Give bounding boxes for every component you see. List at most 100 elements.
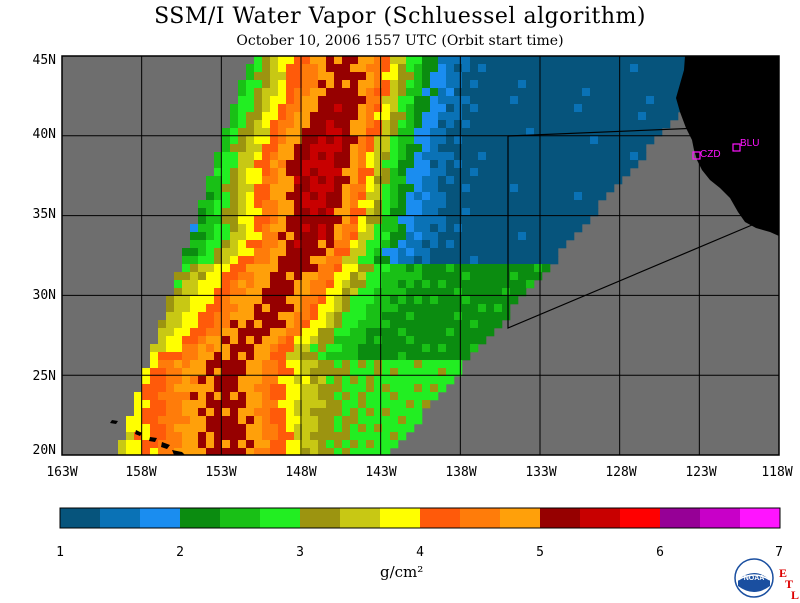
- swath-cell: [270, 224, 279, 233]
- swath-cell: [286, 424, 295, 433]
- swath-cell: [622, 56, 631, 65]
- swath-cell: [238, 200, 247, 209]
- swath-cell: [550, 104, 559, 113]
- swath-cell: [278, 80, 287, 89]
- swath-cell: [238, 120, 247, 129]
- swath-cell: [262, 192, 271, 201]
- swath-cell: [230, 104, 239, 113]
- swath-cell: [230, 128, 239, 137]
- swath-cell: [318, 256, 327, 265]
- swath-cell: [326, 280, 335, 289]
- swath-cell: [270, 424, 279, 433]
- swath-cell: [206, 208, 215, 217]
- swath-cell: [262, 368, 271, 377]
- swath-cell: [438, 64, 447, 73]
- swath-cell: [166, 376, 175, 385]
- swath-cell: [398, 352, 407, 361]
- swath-cell: [262, 128, 271, 137]
- swath-cell: [382, 328, 391, 337]
- swath-cell: [486, 112, 495, 121]
- swath-cell: [438, 360, 447, 369]
- swath-cell: [470, 240, 479, 249]
- swath-cell: [302, 384, 311, 393]
- swath-cell: [438, 272, 447, 281]
- swath-cell: [206, 264, 215, 273]
- swath-cell: [558, 208, 567, 217]
- swath-cell: [350, 416, 359, 425]
- swath-cell: [390, 288, 399, 297]
- swath-cell: [662, 56, 671, 65]
- swath-cell: [390, 280, 399, 289]
- swath-cell: [214, 432, 223, 441]
- swath-cell: [286, 104, 295, 113]
- swath-cell: [550, 176, 559, 185]
- swath-cell: [422, 272, 431, 281]
- swath-cell: [478, 288, 487, 297]
- swath-cell: [326, 208, 335, 217]
- swath-cell: [422, 200, 431, 209]
- swath-cell: [350, 224, 359, 233]
- swath-cell: [398, 264, 407, 273]
- swath-cell: [526, 96, 535, 105]
- swath-cell: [438, 264, 447, 273]
- swath-cell: [374, 408, 383, 417]
- land-layer: [110, 56, 779, 455]
- swath-cell: [406, 72, 415, 81]
- swath-cell: [358, 96, 367, 105]
- swath-cell: [310, 392, 319, 401]
- swath-cell: [438, 168, 447, 177]
- swath-cell: [422, 208, 431, 217]
- swath-cell: [542, 224, 551, 233]
- swath-cell: [422, 240, 431, 249]
- swath-cell: [366, 320, 375, 329]
- swath-cell: [374, 424, 383, 433]
- swath-cell: [302, 280, 311, 289]
- swath-cell: [166, 400, 175, 409]
- swath-cell: [342, 424, 351, 433]
- swath-cell: [582, 176, 591, 185]
- swath-cell: [406, 336, 415, 345]
- swath-cell: [366, 176, 375, 185]
- swath-cell: [670, 80, 679, 89]
- swath-cell: [254, 424, 263, 433]
- swath-cell: [486, 296, 495, 305]
- swath-cell: [494, 56, 503, 65]
- swath-cell: [230, 184, 239, 193]
- swath-cell: [286, 176, 295, 185]
- swath-cell: [174, 400, 183, 409]
- swath-cell: [358, 296, 367, 305]
- swath-cell: [246, 200, 255, 209]
- swath-cell: [334, 424, 343, 433]
- swath-cell: [486, 136, 495, 145]
- swath-cell: [590, 96, 599, 105]
- swath-cell: [454, 184, 463, 193]
- swath-cell: [382, 144, 391, 153]
- swath-cell: [270, 440, 279, 449]
- swath-cell: [198, 392, 207, 401]
- swath-cell: [286, 96, 295, 105]
- swath-cell: [446, 360, 455, 369]
- swath-cell: [278, 120, 287, 129]
- swath-cell: [342, 88, 351, 97]
- swath-cell: [582, 184, 591, 193]
- swath-cell: [318, 224, 327, 233]
- swath-cell: [262, 392, 271, 401]
- swath-cell: [294, 136, 303, 145]
- swath-cell: [406, 120, 415, 129]
- swath-cell: [198, 320, 207, 329]
- swath-cell: [470, 104, 479, 113]
- swath-cell: [302, 224, 311, 233]
- swath-cell: [382, 104, 391, 113]
- swath-cell: [462, 192, 471, 201]
- swath-cell: [238, 240, 247, 249]
- swath-cell: [414, 392, 423, 401]
- swath-cell: [446, 328, 455, 337]
- swath-cell: [222, 384, 231, 393]
- swath-cell: [222, 280, 231, 289]
- swath-cell: [198, 288, 207, 297]
- swath-cell: [358, 432, 367, 441]
- swath-cell: [462, 336, 471, 345]
- swath-cell: [374, 392, 383, 401]
- swath-cell: [214, 296, 223, 305]
- swath-cell: [246, 216, 255, 225]
